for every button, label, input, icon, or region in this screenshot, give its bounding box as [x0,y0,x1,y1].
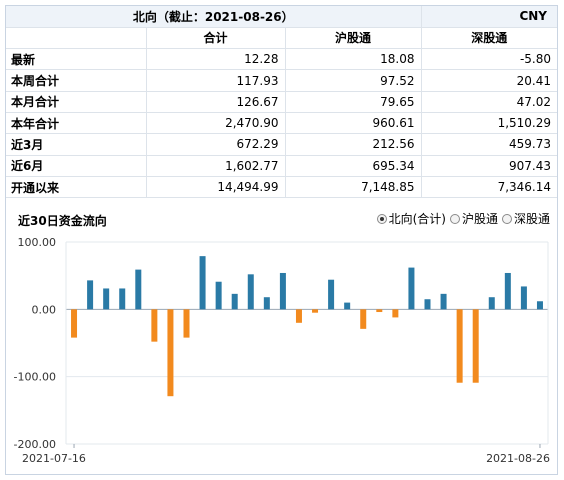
flow-bar [408,267,415,310]
row-value: 126.67 [146,91,286,113]
table-row: 近3月 672.29 212.56 459.73 [6,133,557,156]
flow-bar [392,309,399,318]
flow-bar [312,309,319,313]
flow-bar [360,309,367,329]
flow-bar [344,302,351,310]
legend-option-shanghai[interactable]: 沪股通 [449,210,498,227]
flow-bar [263,297,270,310]
row-value: 7,346.14 [421,176,557,199]
flow-bar [119,288,126,310]
column-header-shanghai: 沪股通 [285,27,422,50]
row-value: 117.93 [146,69,286,92]
flow-bar [167,309,174,397]
table-row: 本月合计 126.67 79.65 47.02 [6,91,557,113]
flow-bar [456,309,463,383]
row-label: 最新 [6,48,147,71]
row-value: 1,510.29 [421,112,557,135]
flow-bar [328,279,335,310]
flow-bar [199,256,206,310]
flow-bar [376,309,383,313]
legend-option-north-total[interactable]: 北向(合计) [376,210,446,227]
table-row: 本年合计 2,470.90 960.61 1,510.29 [6,112,557,135]
y-tick-label: -200.00 [14,438,56,451]
row-label: 本周合计 [6,69,147,92]
flow-bar [536,301,543,310]
row-value: 7,148.85 [285,176,422,199]
row-value: 79.65 [285,91,422,113]
table-title: 北向（截止：2021-08-26） [6,6,422,28]
table-row: 本周合计 117.93 97.52 20.41 [6,69,557,92]
row-value: 12.28 [146,48,286,71]
row-value: 907.43 [421,155,557,177]
row-label: 近6月 [6,155,147,177]
column-header-total: 合计 [146,27,286,50]
row-value: 18.08 [285,48,422,71]
flow-bar [472,309,479,383]
row-value: 672.29 [146,133,286,156]
legend-label: 沪股通 [461,212,498,226]
row-value: 97.52 [285,69,422,92]
chart-title: 近30日资金流向 [18,214,107,228]
flow-bar [71,309,78,338]
flow-bar [504,272,511,310]
flow-bar [151,309,158,342]
legend-label: 深股通 [513,212,550,226]
row-value: 14,494.99 [146,176,286,199]
y-tick-label: 0.00 [32,303,57,316]
flow-bar [215,281,222,310]
row-value: -5.80 [421,48,557,71]
column-header-shenzhen: 深股通 [421,27,557,50]
flow-bar [183,309,190,338]
series-selector: 北向(合计) 沪股通 深股通 [376,210,550,227]
row-value: 960.61 [285,112,422,135]
table-row: 开通以来 14,494.99 7,148.85 7,346.14 [6,176,557,199]
flow-bar [279,272,286,310]
row-label: 本年合计 [6,112,147,135]
flow-bar [424,299,431,310]
row-value: 459.73 [421,133,557,156]
table-header-row: 北向（截止：2021-08-26） CNY [6,6,557,28]
row-value: 47.02 [421,91,557,113]
row-label: 开通以来 [6,176,147,199]
row-value: 695.34 [285,155,422,177]
currency-label: CNY [421,6,557,28]
radio-icon[interactable] [449,213,460,224]
row-value: 20.41 [421,69,557,92]
flow-bar [488,297,495,310]
x-start-label: 2021-07-16 [22,452,86,465]
flows-table: 北向（截止：2021-08-26） CNY 合计 沪股通 深股通 最新 12.28… [6,6,557,199]
flow-bar [440,293,447,310]
flow-bar [103,288,110,310]
table-row: 最新 12.28 18.08 -5.80 [6,48,557,71]
column-header-row: 合计 沪股通 深股通 [6,27,557,50]
flow-bar [231,293,238,310]
flow-bar [87,280,94,310]
y-tick-label: -100.00 [14,371,56,384]
table-row: 近6月 1,602.77 695.34 907.43 [6,155,557,177]
x-end-label: 2021-08-26 [486,452,550,465]
flow-bar [247,274,254,310]
row-label: 本月合计 [6,91,147,113]
flow-bar [295,309,302,323]
radio-icon[interactable] [501,213,512,224]
flow-bar [135,269,142,310]
radio-icon[interactable] [376,213,387,224]
legend-label: 北向(合计) [388,212,446,226]
row-value: 212.56 [285,133,422,156]
legend-option-shenzhen[interactable]: 深股通 [501,210,550,227]
row-value: 1,602.77 [146,155,286,177]
y-tick-label: 100.00 [18,236,57,249]
column-header-blank [6,27,147,50]
row-label: 近3月 [6,133,147,156]
row-value: 2,470.90 [146,112,286,135]
flow-bar [520,286,527,310]
